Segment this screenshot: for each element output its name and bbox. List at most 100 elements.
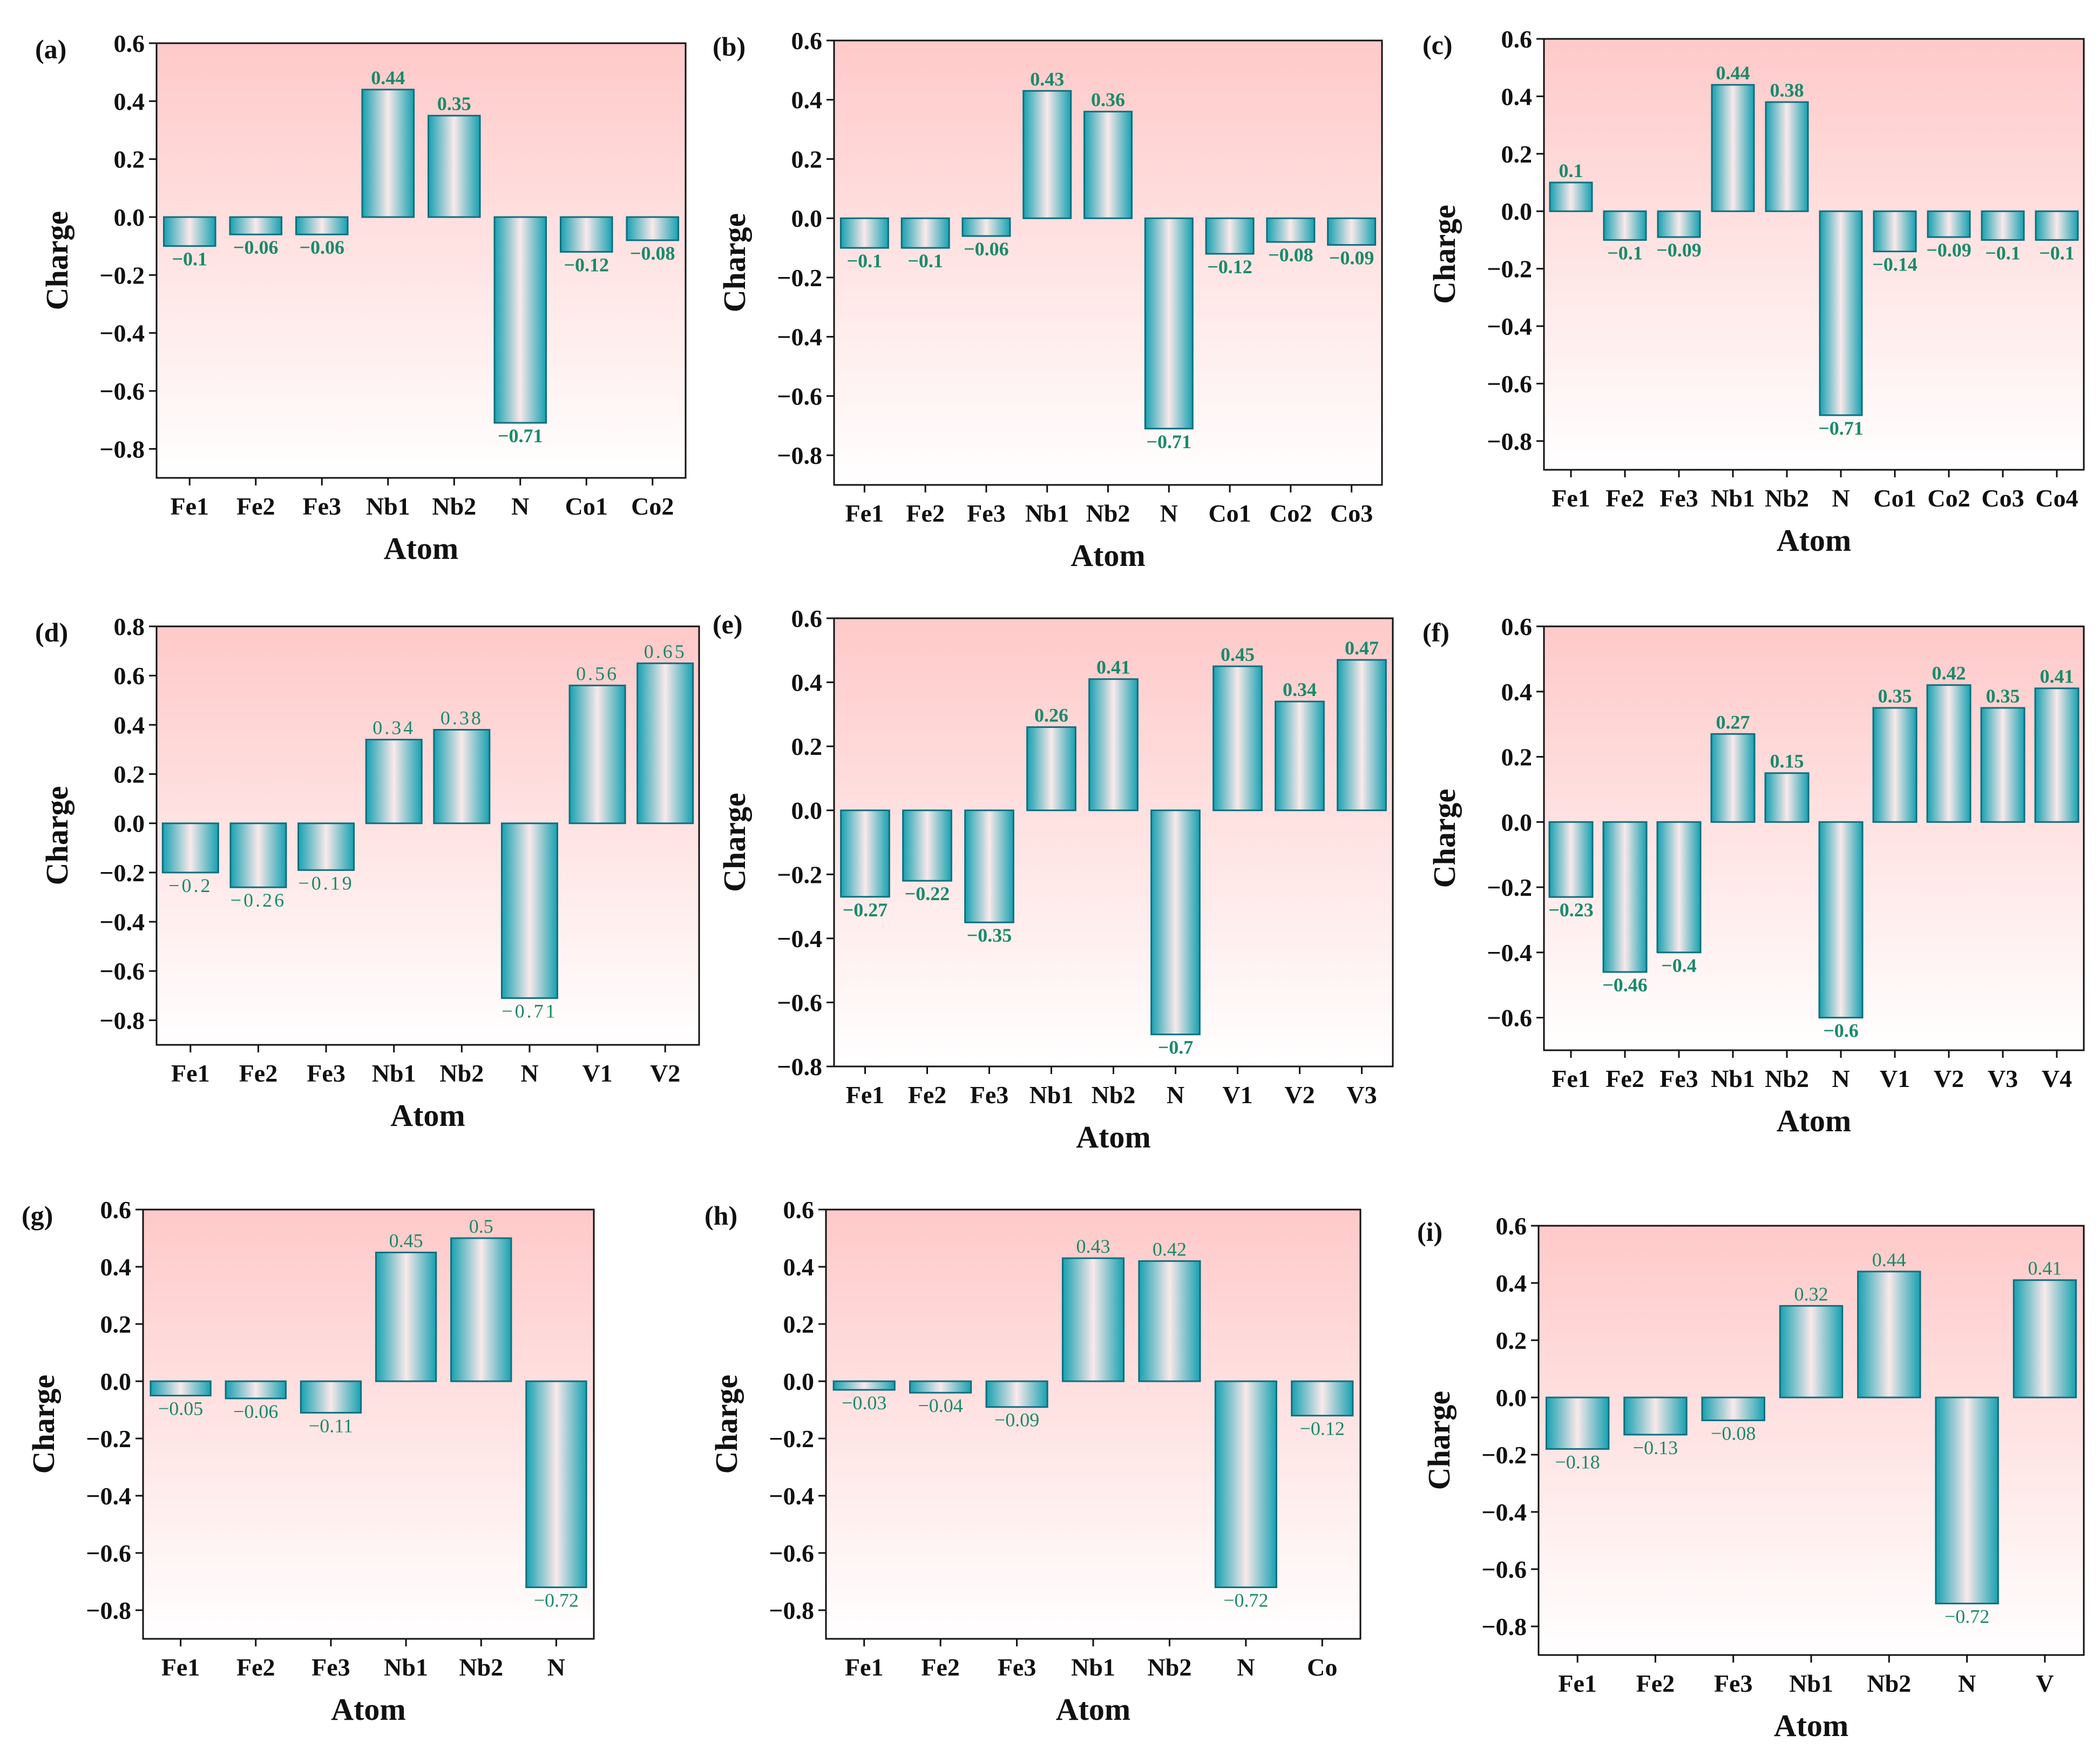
x-tick-label: Nb1 [1711, 1065, 1755, 1092]
x-tick-label: Nb2 [459, 1653, 503, 1681]
x-tick-label: Nb1 [1711, 484, 1755, 512]
x-tick-label: Fe2 [239, 1059, 278, 1087]
x-tick-label: N [1958, 1670, 1976, 1697]
value-label: −0.2 [168, 875, 212, 896]
y-axis-label: Charge [1421, 1391, 1457, 1490]
x-tick-label: Fe3 [1659, 1065, 1698, 1092]
x-tick-label: V4 [2042, 1065, 2072, 1092]
chart-panel-g: −0.05 −0.06 −0.11 0.45 0.5 −0.72 0.6 0.4 0.2 0.0 −… [22, 1196, 595, 1727]
value-label: −0.1 [2039, 242, 2075, 264]
plot-background [143, 1210, 594, 1639]
x-tick-label: Fe3 [307, 1059, 346, 1087]
value-label: −0.72 [534, 1590, 579, 1611]
y-tick-label: 0.6 [791, 27, 823, 55]
value-label: −0.1 [1985, 242, 2021, 264]
x-tick-label: Fe1 [1558, 1670, 1597, 1697]
x-tick-label: V3 [1346, 1081, 1377, 1109]
x-tick-label: N [511, 492, 529, 520]
x-tick-label: Fe2 [908, 1081, 947, 1109]
bar-Fe3 [1701, 1396, 1765, 1421]
x-tick-label: V1 [582, 1059, 612, 1087]
value-label: 0.32 [1794, 1283, 1828, 1305]
value-label: 0.27 [1716, 711, 1750, 733]
x-tick-label: Nb2 [439, 1059, 484, 1087]
value-label: −0.06 [964, 238, 1009, 260]
y-tick-label: −0.2 [769, 1425, 814, 1453]
bar-Co2 [626, 216, 680, 241]
value-label: −0.08 [1268, 244, 1313, 266]
value-label: 0.45 [1221, 644, 1255, 665]
x-tick-label: N [1832, 1065, 1850, 1092]
x-tick-label: Nb2 [432, 492, 476, 520]
value-label: −0.08 [1711, 1422, 1756, 1444]
x-tick-label: Fe3 [1714, 1670, 1753, 1697]
x-axis-label: Atom [390, 1098, 465, 1133]
y-tick-label: −0.6 [1487, 1004, 1532, 1032]
value-label: −0.72 [1223, 1590, 1268, 1611]
value-label: 0.38 [441, 707, 483, 728]
y-tick-label: −0.4 [1487, 939, 1532, 967]
value-label: 0.45 [389, 1230, 423, 1252]
y-tick-label: 0.0 [791, 797, 823, 825]
bar-Nb2 [1765, 101, 1809, 212]
plot-background [157, 43, 686, 478]
x-tick-label: V1 [1222, 1081, 1252, 1109]
x-tick-label: Nb1 [372, 1059, 416, 1087]
bar-Fe1 [162, 216, 216, 247]
x-tick-label: V2 [1934, 1065, 1964, 1092]
value-label: −0.4 [1661, 955, 1697, 976]
x-tick-label: N [547, 1653, 565, 1681]
y-tick-label: −0.8 [99, 435, 145, 463]
plot-frame [142, 1208, 595, 1640]
value-label: −0.22 [905, 883, 950, 904]
y-tick-label: −0.4 [1481, 1498, 1527, 1526]
y-tick-label: −0.2 [99, 859, 145, 887]
value-label: 0.35 [1986, 685, 2020, 707]
x-tick-label: Fe1 [845, 1653, 884, 1681]
bar-V [2013, 1279, 2077, 1399]
y-tick-label: −0.4 [769, 1482, 814, 1510]
bar-N [1144, 217, 1194, 430]
x-tick-label: Nb2 [1086, 499, 1130, 527]
value-label: 0.34 [1283, 679, 1317, 700]
y-tick-label: −0.2 [777, 861, 822, 888]
bar-N [500, 822, 558, 999]
x-tick-label: V3 [1988, 1065, 2018, 1092]
x-tick-label: Nb2 [1765, 484, 1809, 512]
x-axis-label: Atom [1777, 523, 1852, 558]
y-tick-label: 0.0 [1496, 1384, 1527, 1411]
x-tick-label: Fe3 [302, 492, 341, 520]
bar-Fe1 [1549, 181, 1593, 212]
bar-Nb1 [1061, 1257, 1125, 1382]
bar-Nb2 [433, 728, 491, 825]
y-tick-label: 0.0 [100, 1368, 132, 1395]
y-tick-label: 0.4 [791, 669, 823, 697]
y-tick-label: −0.8 [769, 1597, 814, 1624]
bar-Co2 [1266, 217, 1316, 243]
y-tick-label: 0.0 [791, 205, 823, 232]
y-tick-label: 0.2 [791, 733, 823, 760]
y-tick-label: −0.2 [99, 261, 145, 289]
x-tick-label: Co2 [631, 492, 674, 520]
y-tick-label: 0.6 [791, 605, 823, 632]
bar-Fe3 [961, 217, 1011, 237]
x-tick-label: Nb1 [1071, 1653, 1115, 1681]
plot-frame [1543, 625, 2085, 1051]
x-tick-label: Nb1 [1029, 1081, 1074, 1109]
x-tick-label: Co1 [1873, 484, 1916, 512]
panel-label: (c) [1422, 30, 1453, 60]
y-tick-label: 0.6 [1501, 25, 1533, 53]
bar-Nb1 [1779, 1305, 1844, 1399]
bar-Co2 [1927, 210, 1971, 238]
y-tick-label: −0.2 [86, 1425, 131, 1453]
y-tick-label: −0.2 [777, 264, 822, 292]
y-tick-label: 0.2 [1501, 140, 1533, 168]
x-tick-label: V2 [1284, 1081, 1315, 1109]
bar-Co1 [1873, 210, 1917, 253]
bar-Co1 [559, 216, 613, 253]
x-tick-label: Fe2 [236, 1653, 275, 1681]
value-label: 0.36 [1091, 89, 1125, 111]
plot-frame [1543, 38, 2085, 471]
x-tick-label: Fe3 [967, 499, 1006, 527]
